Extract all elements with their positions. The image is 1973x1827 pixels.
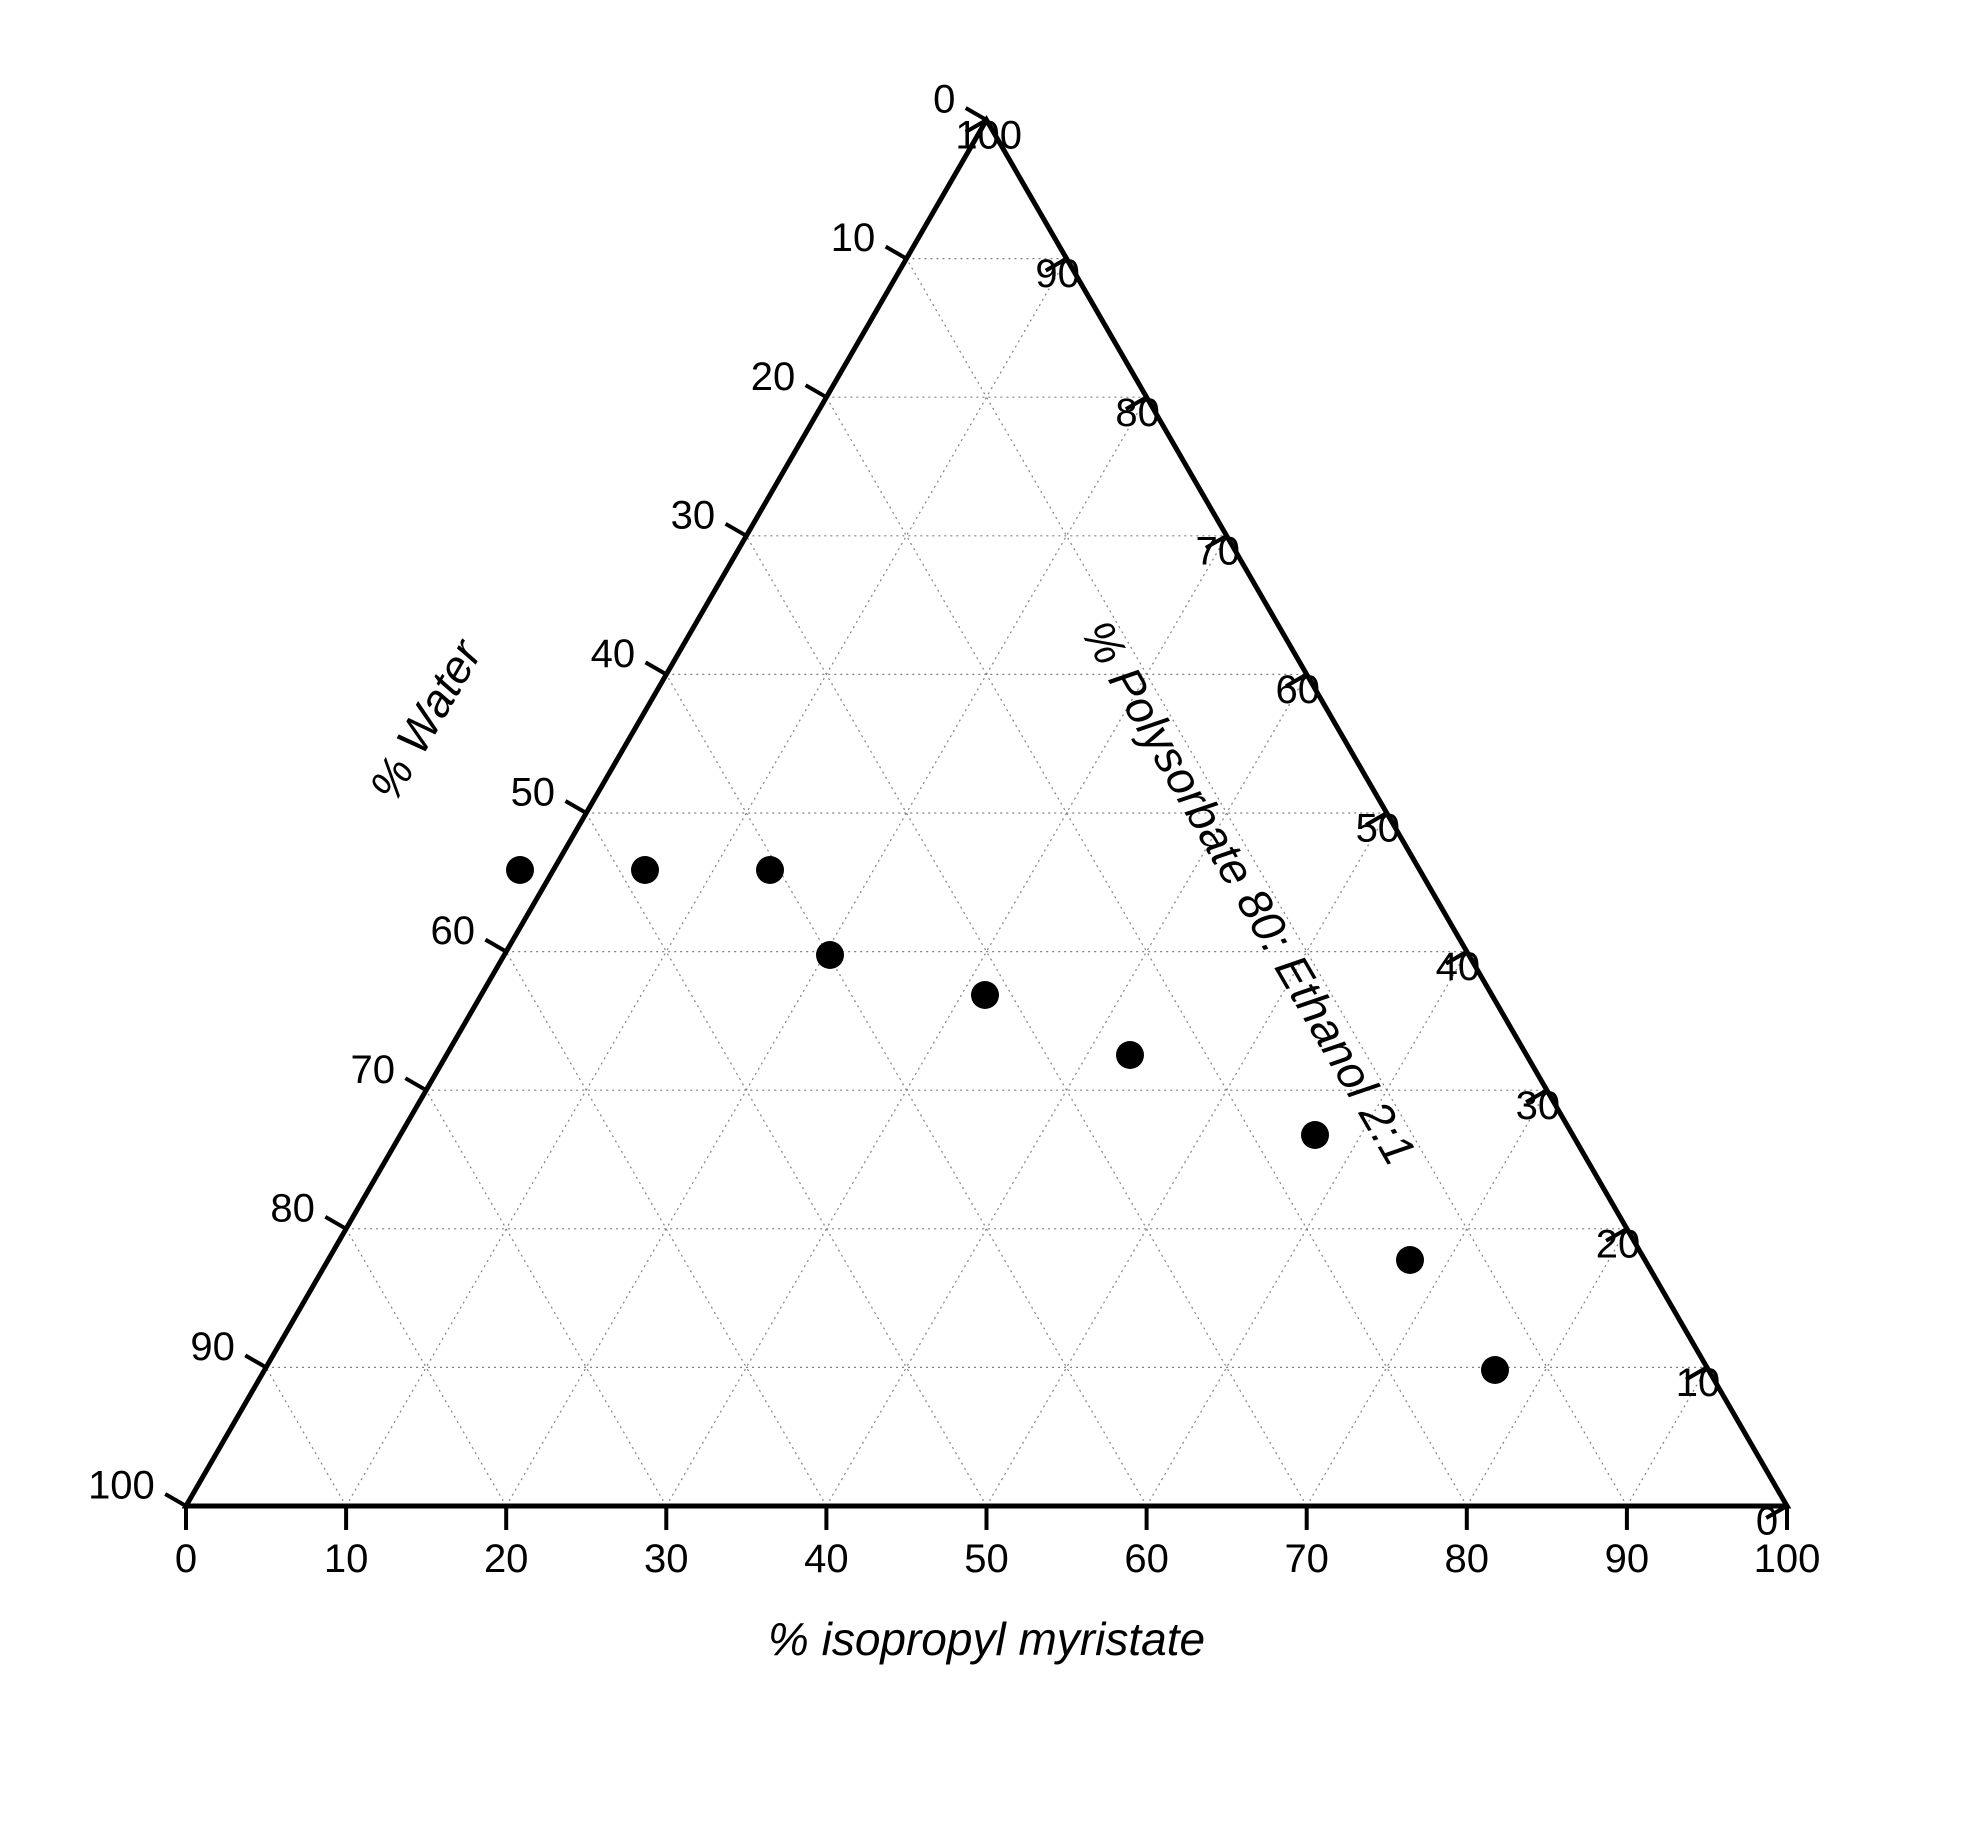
tick-label-bottom: 80 <box>1445 1537 1490 1581</box>
tick-label-bottom: 10 <box>324 1537 369 1581</box>
tick-label-left: 100 <box>88 1464 155 1508</box>
data-point <box>971 981 999 1009</box>
tick-label-left: 80 <box>270 1186 315 1230</box>
ternary-chart: 0100010901020802030703040604050505060406… <box>0 0 1973 1827</box>
tick-label-bottom: 70 <box>1284 1537 1329 1581</box>
tick-label-right: 50 <box>1356 807 1401 851</box>
tick-label-right: 40 <box>1436 945 1481 989</box>
tick-label-bottom: 40 <box>804 1537 849 1581</box>
tick-label-bottom: 100 <box>1754 1537 1821 1581</box>
tick-label-left: 60 <box>431 909 476 953</box>
tick-label-right: 10 <box>1676 1361 1721 1405</box>
tick-label-right: 70 <box>1195 529 1240 573</box>
data-point <box>1396 1246 1424 1274</box>
data-point <box>631 856 659 884</box>
tick-label-left: 40 <box>591 632 636 676</box>
data-point <box>1481 1356 1509 1384</box>
tick-label-left: 30 <box>671 493 716 537</box>
tick-label-right: 80 <box>1115 391 1160 435</box>
data-point <box>1116 1041 1144 1069</box>
axis-title-bottom: % isopropyl myristate <box>768 1613 1205 1665</box>
tick-label-left: 50 <box>511 771 556 815</box>
tick-label-right: 60 <box>1276 668 1321 712</box>
data-point <box>816 941 844 969</box>
data-point <box>1301 1121 1329 1149</box>
tick-label-left: 70 <box>350 1048 395 1092</box>
tick-label-bottom: 0 <box>175 1537 197 1581</box>
tick-label-bottom: 20 <box>484 1537 529 1581</box>
tick-label-left: 20 <box>751 355 796 399</box>
ternary-chart-svg: 0100010901020802030703040604050505060406… <box>0 0 1973 1827</box>
tick-label-right: 30 <box>1516 1084 1561 1128</box>
tick-label-bottom: 50 <box>964 1537 1009 1581</box>
tick-label-left: 90 <box>190 1325 235 1369</box>
tick-label-right: 90 <box>1035 252 1080 296</box>
tick-label-right: 100 <box>955 114 1022 158</box>
tick-label-left: 0 <box>933 78 955 122</box>
data-point <box>756 856 784 884</box>
tick-label-bottom: 60 <box>1124 1537 1169 1581</box>
tick-label-left: 10 <box>831 216 876 260</box>
tick-label-bottom: 30 <box>644 1537 689 1581</box>
tick-label-bottom: 90 <box>1605 1537 1650 1581</box>
tick-label-right: 20 <box>1596 1222 1641 1266</box>
data-point <box>506 856 534 884</box>
